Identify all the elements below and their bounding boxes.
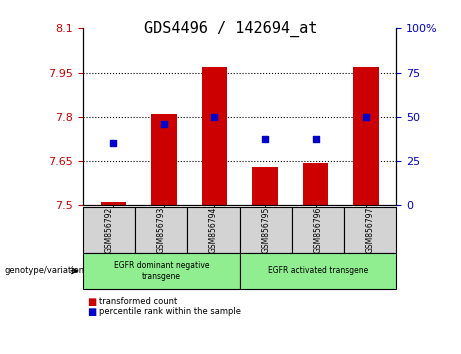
Bar bbox=[100, 202, 126, 205]
Text: EGFR dominant negative
transgene: EGFR dominant negative transgene bbox=[113, 261, 209, 280]
Text: GSM856794: GSM856794 bbox=[209, 207, 218, 253]
Point bbox=[362, 114, 370, 120]
Text: ■: ■ bbox=[88, 307, 97, 316]
Bar bbox=[151, 114, 177, 205]
Bar bbox=[252, 167, 278, 205]
Text: EGFR activated transgene: EGFR activated transgene bbox=[268, 266, 368, 275]
Text: GSM856796: GSM856796 bbox=[313, 207, 323, 253]
Text: GSM856797: GSM856797 bbox=[366, 207, 375, 253]
Bar bbox=[202, 67, 227, 205]
Text: GDS4496 / 142694_at: GDS4496 / 142694_at bbox=[144, 21, 317, 38]
Text: GSM856793: GSM856793 bbox=[157, 207, 166, 253]
Point bbox=[211, 114, 218, 120]
Bar bbox=[354, 67, 379, 205]
Text: transformed count: transformed count bbox=[99, 297, 177, 306]
Bar bbox=[303, 162, 328, 205]
Point bbox=[160, 121, 167, 127]
Text: ■: ■ bbox=[88, 297, 97, 307]
Text: GSM856795: GSM856795 bbox=[261, 207, 270, 253]
Text: genotype/variation: genotype/variation bbox=[5, 266, 85, 275]
Text: percentile rank within the sample: percentile rank within the sample bbox=[99, 307, 241, 316]
Point bbox=[261, 136, 269, 142]
Point bbox=[312, 136, 319, 142]
Text: GSM856792: GSM856792 bbox=[105, 207, 113, 253]
Point bbox=[110, 141, 117, 146]
